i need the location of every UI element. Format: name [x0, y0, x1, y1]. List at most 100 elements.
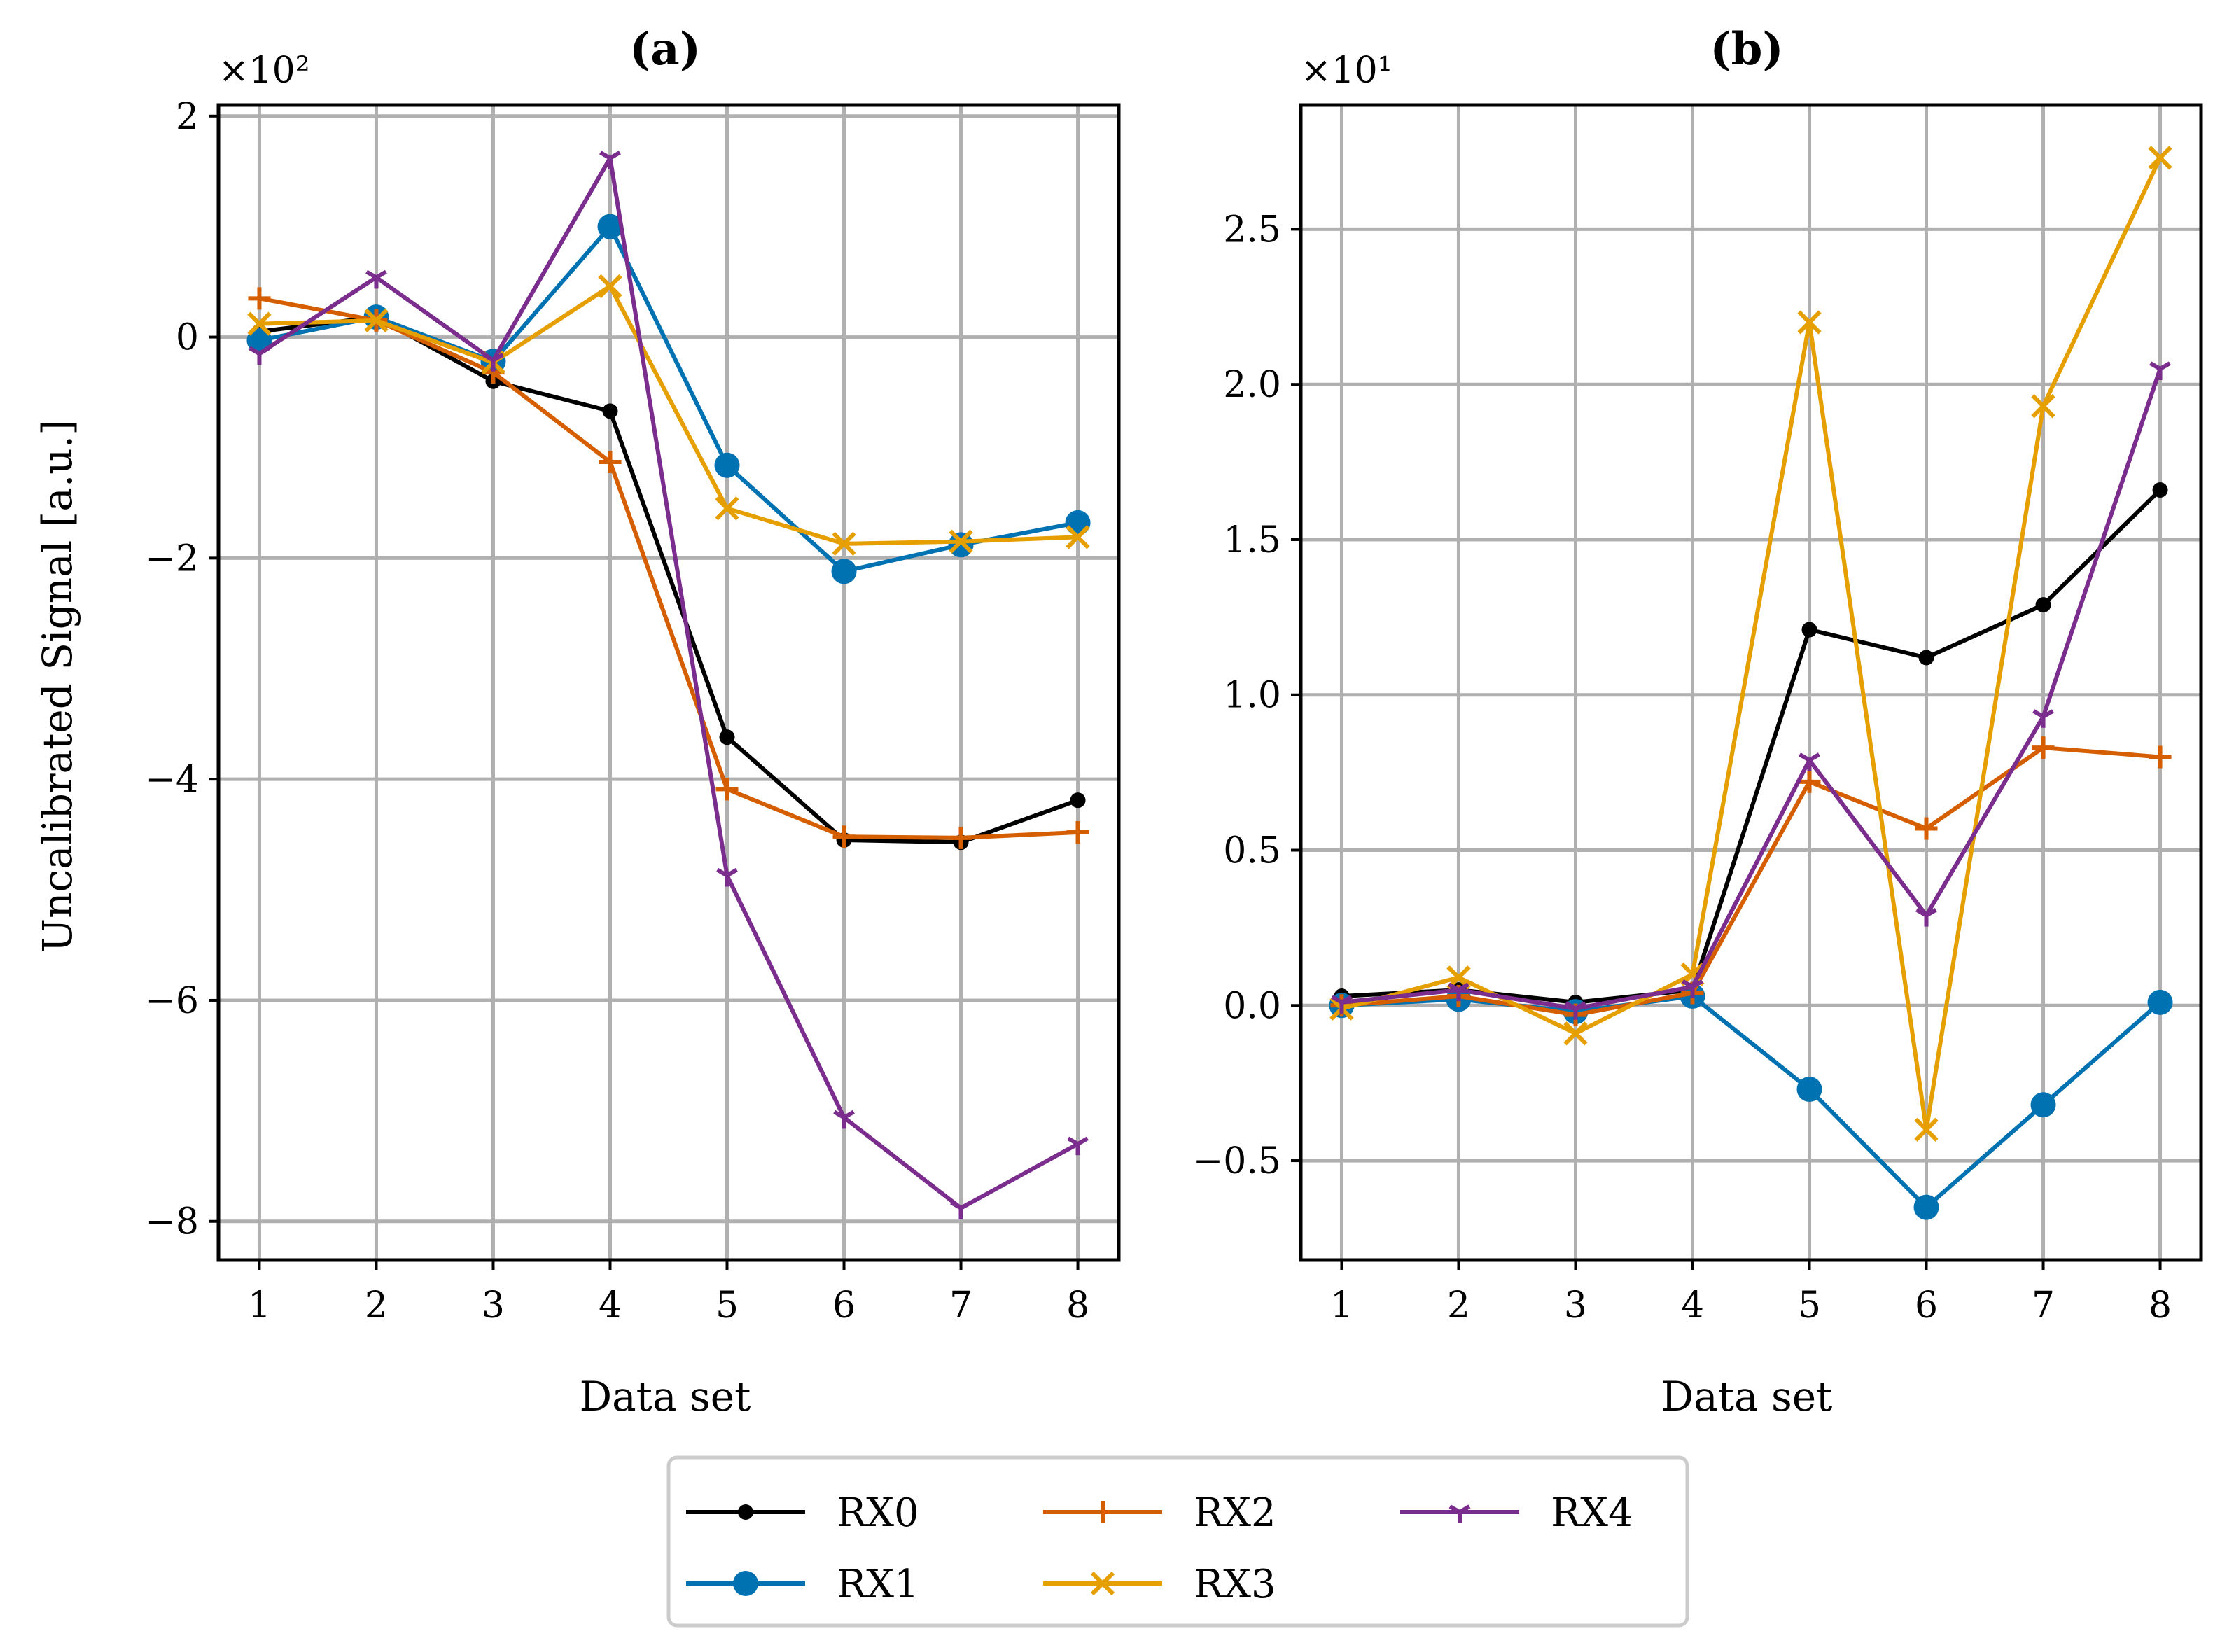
panel-a-point-rx4: [833, 1110, 855, 1129]
panel-b: (b) ×10¹ Data set 1 2 3 4 5 6 7 8 2.5 2.0 1.5 1.0 0.…: [1193, 23, 2203, 1420]
panel-a-point-rx2: [715, 778, 739, 801]
panel-a-ytick-label: −2: [145, 538, 199, 580]
panel-a-series-rx4: [249, 150, 1089, 1219]
panel-a-point-rx3: [1066, 525, 1090, 550]
panel-b-grid: [1301, 105, 2201, 1260]
panel-a-point-rx3: [364, 308, 389, 333]
legend-label: RX1: [837, 1562, 919, 1607]
panel-b-xtick-label: 8: [2149, 1284, 2172, 1326]
panel-b-ytick-label: 1.5: [1223, 519, 1281, 561]
panel-a-point-rx2: [248, 287, 271, 310]
panel-b-point-rx2: [1915, 817, 1938, 840]
panel-a-line-rx4: [258, 155, 1079, 1210]
panel-b-point-rx3: [1563, 1021, 1588, 1046]
panel-b-xtick-label: 3: [1564, 1284, 1587, 1326]
panel-b-xtick-label: 6: [1915, 1284, 1938, 1326]
legend-marker: [738, 1504, 753, 1520]
panel-b-ytick-label: −0.5: [1193, 1140, 1281, 1182]
legend-label: RX2: [1194, 1490, 1276, 1536]
panel-b-multiplier: ×10¹: [1301, 50, 1392, 92]
panel-a-point-rx4: [1067, 1136, 1089, 1156]
panel-b-point-rx1: [1913, 1194, 1939, 1220]
panel-a-xtick-label: 7: [949, 1284, 972, 1326]
panel-a-point-rx1: [1065, 510, 1091, 536]
panel-a-xtick-label: 5: [715, 1284, 739, 1326]
panel-b-point-rx2: [2032, 736, 2055, 760]
panel-b-point-rx4: [1448, 982, 1469, 1002]
panel-a-point-rx3: [247, 312, 272, 336]
panel-a-xtick-label: 4: [599, 1284, 622, 1326]
legend-entry-rx1: RX1: [686, 1562, 919, 1607]
panel-a-frame: [216, 103, 1121, 1262]
panel-a-line-rx1: [258, 224, 1079, 574]
panel-b-point-rx4: [2032, 709, 2054, 728]
panel-b-point-rx0: [2152, 482, 2168, 498]
panel-a-line-rx3: [259, 284, 1078, 546]
panel-b-point-rx3: [2031, 394, 2055, 419]
panel-b-point-rx0: [1918, 650, 1934, 666]
panel-b-point-rx4: [1799, 752, 1820, 771]
panel-b-point-rx2: [1798, 770, 1821, 793]
panel-a-point-rx4: [365, 270, 387, 289]
panel-a-point-rx2: [1066, 820, 1089, 844]
panel-a-xtick-label: 1: [248, 1284, 271, 1326]
panel-a-ylabel: Uncalibrated Signal [a.u.]: [34, 419, 81, 952]
panel-a-point-rx2: [599, 451, 622, 473]
panel-a-xtick-label: 6: [832, 1284, 856, 1326]
panel-a-point-rx1: [714, 452, 740, 478]
legend-entry-rx3: RX3: [1043, 1562, 1276, 1607]
panel-a: (a) ×10² Uncalibrated Signal [a.u.] Data…: [34, 23, 1121, 1420]
panel-b-point-rx2: [2149, 746, 2172, 769]
panel-a-point-rx4: [249, 346, 270, 365]
panel-b-point-rx0: [2035, 597, 2051, 613]
panel-b-ytick-label: 2.5: [1223, 209, 1281, 251]
panel-a-xtick-label: 3: [482, 1284, 505, 1326]
panel-b-ytick-label: 0.5: [1223, 830, 1281, 872]
panel-b-ytick-label: 0.0: [1223, 985, 1281, 1027]
panel-b-point-rx4: [1565, 1001, 1586, 1020]
panel-b-point-rx0: [1801, 622, 1817, 638]
panel-a-point-rx2: [949, 826, 972, 849]
panel-a-point-rx4: [482, 353, 504, 372]
panel-a-point-rx4: [716, 867, 738, 887]
panel-b-point-rx4: [1682, 979, 1703, 998]
panel-b-point-rx3: [1797, 310, 1822, 335]
panel-b-point-rx4: [1915, 908, 1937, 927]
legend-label: RX4: [1551, 1490, 1633, 1536]
panel-b-line-rx3: [1341, 157, 2163, 1132]
panel-b-line-rx4: [1341, 368, 2163, 1011]
panel-a-ytick-label: 2: [176, 96, 199, 138]
panel-a-point-rx1: [597, 214, 623, 239]
panel-a-point-rx0: [602, 403, 618, 419]
panel-b-series-rx1: [1329, 983, 2173, 1220]
panel-b-line-rx2: [1341, 746, 2160, 1017]
panel-a-point-rx1: [948, 532, 974, 558]
panel-a-ytick-label: 0: [176, 317, 199, 359]
panel-b-point-rx4: [1331, 995, 1353, 1014]
panel-a-point-rx4: [599, 150, 621, 169]
panel-b-point-rx1: [1796, 1077, 1822, 1102]
panel-a-xtick-label: 2: [365, 1284, 388, 1326]
legend-label: RX3: [1194, 1562, 1276, 1607]
panel-a-point-rx3: [715, 496, 739, 521]
panel-b-title: (b): [1710, 23, 1783, 76]
panel-a-multiplier: ×10²: [218, 50, 310, 92]
panel-b-xtick-label: 1: [1330, 1284, 1353, 1326]
panel-a-point-rx3: [832, 531, 856, 556]
panel-b-point-rx1: [2147, 989, 2173, 1015]
panel-b-xtick-label: 2: [1447, 1284, 1470, 1326]
panel-b-xtick-label: 7: [2032, 1284, 2055, 1326]
legend-marker: [733, 1571, 758, 1596]
panel-b-point-rx1: [2030, 1092, 2056, 1118]
panel-a-grid: [218, 105, 1119, 1260]
panel-a-point-rx1: [831, 559, 857, 584]
panel-b-xlabel: Data set: [1661, 1373, 1833, 1420]
panel-b-xtick-label: 4: [1681, 1284, 1704, 1326]
panel-a-xtick-label: 8: [1066, 1284, 1089, 1326]
panel-a-ytick-label: −6: [145, 980, 199, 1022]
panel-b-xtick-label: 5: [1798, 1284, 1821, 1326]
legend: RX0 RX2 RX4 RX1 RX3: [666, 1455, 1689, 1628]
legend-marker: [1448, 1504, 1471, 1523]
panel-b-point-rx3: [2148, 146, 2172, 170]
